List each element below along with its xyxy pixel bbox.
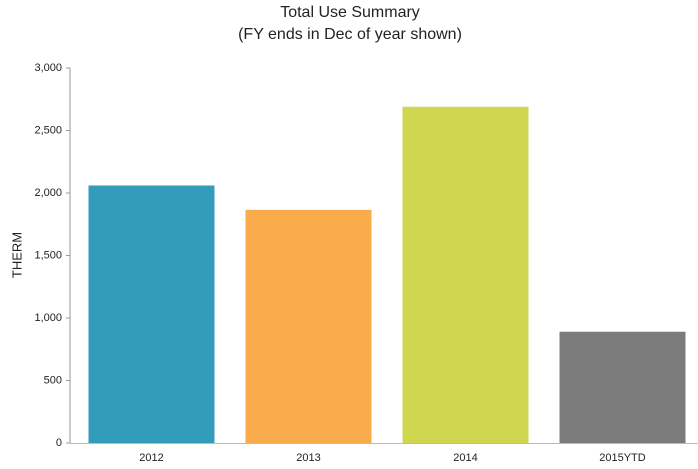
y-tick-label: 1,500 — [34, 249, 62, 261]
x-tick-label: 2014 — [453, 452, 477, 464]
y-tick-label: 2,500 — [34, 124, 62, 136]
y-tick-label: 2,000 — [34, 187, 62, 199]
bar — [88, 185, 215, 443]
chart-title: Total Use Summary — [280, 4, 420, 21]
x-tick-label: 2012 — [139, 452, 163, 464]
y-axis-label: THERM — [9, 232, 24, 278]
chart-subtitle: (FY ends in Dec of year shown) — [238, 26, 462, 43]
y-tick-label: 3,000 — [34, 62, 62, 74]
y-tick-label: 500 — [44, 374, 62, 386]
bar — [559, 331, 686, 443]
x-tick-label: 2013 — [296, 452, 320, 464]
y-tick-label: 1,000 — [34, 312, 62, 324]
x-tick-label: 2015YTD — [599, 452, 646, 464]
bar — [402, 106, 529, 443]
bar — [245, 209, 372, 443]
y-tick-label: 0 — [56, 437, 62, 449]
